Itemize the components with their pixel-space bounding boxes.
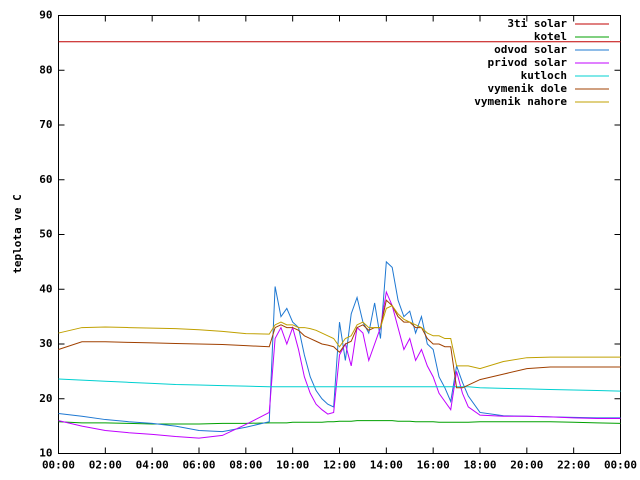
y-tick-label: 80 bbox=[39, 63, 52, 76]
x-tick-label: 00:00 bbox=[604, 459, 637, 472]
x-tick-label: 20:00 bbox=[510, 459, 543, 472]
x-tick-label: 04:00 bbox=[136, 459, 169, 472]
legend-label: odvod solar bbox=[494, 43, 567, 56]
legend-label: vymenik dole bbox=[488, 82, 568, 95]
x-tick-label: 12:00 bbox=[323, 459, 356, 472]
y-axis-label: teplota ve C bbox=[11, 194, 24, 273]
x-tick-label: 08:00 bbox=[229, 459, 262, 472]
series-line bbox=[58, 378, 621, 392]
legend-label: vymenik nahore bbox=[474, 95, 567, 108]
x-tick-label: 14:00 bbox=[370, 459, 403, 472]
y-tick-label: 70 bbox=[39, 118, 52, 131]
x-tick-label: 10:00 bbox=[276, 459, 309, 472]
y-tick-label: 50 bbox=[39, 228, 52, 241]
y-tick-label: 10 bbox=[39, 447, 52, 460]
series-line bbox=[58, 305, 621, 370]
y-tick-label: 20 bbox=[39, 392, 52, 405]
x-tick-label: 18:00 bbox=[463, 459, 496, 472]
series-line bbox=[58, 420, 621, 425]
x-tick-label: 00:00 bbox=[42, 459, 75, 472]
legend-label: privod solar bbox=[488, 56, 568, 69]
legend-label: kotel bbox=[534, 30, 567, 43]
x-tick-label: 22:00 bbox=[557, 459, 590, 472]
y-tick-label: 40 bbox=[39, 282, 52, 295]
x-tick-label: 02:00 bbox=[89, 459, 122, 472]
legend-label: 3ti solar bbox=[507, 17, 567, 30]
series-line bbox=[58, 290, 621, 439]
series-line bbox=[58, 299, 621, 389]
x-tick-label: 16:00 bbox=[417, 459, 450, 472]
legend-label: kutloch bbox=[521, 69, 567, 82]
y-tick-label: 30 bbox=[39, 337, 52, 350]
x-tick-label: 06:00 bbox=[182, 459, 215, 472]
y-tick-label: 90 bbox=[39, 9, 52, 22]
y-tick-label: 60 bbox=[39, 173, 52, 186]
